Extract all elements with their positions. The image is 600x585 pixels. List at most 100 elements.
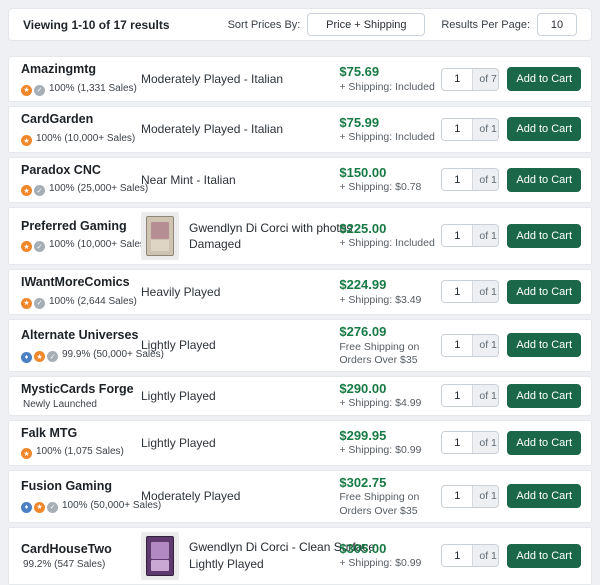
- seller-meta: Newly Launched: [21, 399, 141, 410]
- gold-star-badge-icon: ★: [21, 84, 32, 96]
- price-text: $305.00: [339, 540, 387, 556]
- seller-meta: 99.2% (547 Sales): [21, 559, 141, 570]
- condition-text: Lightly Played: [141, 435, 216, 450]
- seller-rating-text: 99.2% (547 Sales): [23, 559, 106, 571]
- quantity-control: of 1: [441, 280, 500, 304]
- condition-text: Moderately Played - Italian: [141, 72, 284, 87]
- price-block: $150.00 + Shipping: $0.78: [339, 165, 441, 195]
- seller-name-link[interactable]: Paradox CNC: [21, 162, 101, 177]
- seller-name-link[interactable]: CardGarden: [21, 112, 94, 127]
- seller-info: Amazingmtg ★ ✓ 100% (1,331 Sales): [21, 61, 141, 97]
- cart-button-cell: Add to Cart: [507, 279, 581, 304]
- seller-name-link[interactable]: CardHouseTwo: [21, 542, 112, 557]
- shipping-text: + Shipping: $0.99: [339, 444, 422, 457]
- card-thumbnail[interactable]: [141, 531, 179, 580]
- listing-row: IWantMoreComics ★ ✓ 100% (2,644 Sales) He…: [8, 268, 592, 315]
- add-to-cart-button[interactable]: Add to Cart: [507, 167, 581, 192]
- seller-name-link[interactable]: Alternate Universes: [21, 328, 139, 343]
- quantity-box: of 1: [441, 484, 500, 508]
- quantity-control: of 1: [441, 117, 500, 141]
- quantity-available-text: of 1: [472, 118, 499, 140]
- seller-rating-text: 100% (10,000+ Sales): [36, 133, 136, 144]
- seller-info: CardGarden ★ 100% (10,000+ Sales): [21, 111, 141, 147]
- gold-star-badge-icon: ★: [21, 297, 32, 309]
- add-to-cart-button[interactable]: Add to Cart: [507, 333, 581, 358]
- quantity-available-text: of 1: [472, 281, 499, 303]
- add-to-cart-button[interactable]: Add to Cart: [507, 279, 581, 304]
- seller-rating-text: 99.9% (50,000+ Sales): [62, 349, 165, 361]
- add-to-cart-button[interactable]: Add to Cart: [507, 67, 581, 92]
- seller-name-link[interactable]: Falk MTG: [21, 425, 78, 440]
- seller-rating-text: Newly Launched: [23, 399, 97, 411]
- quantity-available-text: of 7: [472, 68, 499, 90]
- listing-row: Alternate Universes ♦ ★ ✓ 99.9% (50,000+ S…: [8, 319, 592, 372]
- gold-star-badge-icon: ★: [21, 448, 32, 460]
- verified-badge-icon: ✓: [34, 241, 45, 253]
- listing-row: Fusion Gaming ♦ ★ ✓ 100% (50,000+ Sales) M…: [8, 469, 592, 523]
- seller-info: IWantMoreComics ★ ✓ 100% (2,644 Sales): [21, 274, 141, 310]
- seller-meta: ★ ✓ 100% (25,000+ Sales): [21, 180, 148, 198]
- card-thumbnail-art: [146, 215, 174, 256]
- gold-star-badge-icon: ★: [21, 185, 32, 197]
- price-text: $299.95: [339, 427, 387, 443]
- price-text: $75.69: [339, 64, 380, 80]
- price-text: $224.99: [339, 277, 387, 293]
- add-to-cart-button[interactable]: Add to Cart: [507, 223, 581, 248]
- listing-details: Lightly Played: [141, 435, 339, 451]
- seller-badges: ♦ ★ ✓: [21, 496, 60, 514]
- price-block: $276.09 Free Shipping on Orders Over $35: [339, 324, 441, 367]
- quantity-input[interactable]: [442, 225, 473, 247]
- quantity-input[interactable]: [442, 485, 473, 507]
- listing-details: Lightly Played: [141, 388, 339, 404]
- seller-name-link[interactable]: Preferred Gaming: [21, 218, 127, 233]
- price-block: $225.00 + Shipping: Included: [339, 221, 441, 251]
- results-header-bar: Viewing 1-10 of 17 results Sort Prices B…: [8, 8, 592, 41]
- add-to-cart-button[interactable]: Add to Cart: [507, 543, 581, 568]
- quantity-box: of 1: [441, 544, 500, 568]
- cart-button-cell: Add to Cart: [507, 543, 581, 568]
- listing-details: Lightly Played: [141, 337, 339, 353]
- add-to-cart-button[interactable]: Add to Cart: [507, 484, 581, 509]
- seller-info: Fusion Gaming ♦ ★ ✓ 100% (50,000+ Sales): [21, 478, 161, 514]
- seller-name-link[interactable]: Fusion Gaming: [21, 479, 112, 494]
- results-per-page-value: 10: [550, 18, 564, 31]
- shipping-text: + Shipping: Included: [339, 237, 435, 250]
- quantity-input[interactable]: [442, 545, 473, 567]
- sort-prices-dropdown[interactable]: Price + Shipping: [307, 13, 426, 36]
- results-per-page-dropdown[interactable]: 10: [537, 13, 577, 36]
- seller-info: Falk MTG ★ 100% (1,075 Sales): [21, 425, 141, 461]
- quantity-input[interactable]: [442, 385, 473, 407]
- quantity-input[interactable]: [442, 334, 473, 356]
- seller-name-link[interactable]: MysticCards Forge: [21, 382, 134, 397]
- shipping-text: + Shipping: $0.99: [339, 557, 422, 570]
- verified-badge-icon: ✓: [34, 84, 45, 96]
- seller-meta: ♦ ★ ✓ 100% (50,000+ Sales): [21, 496, 161, 514]
- add-to-cart-button[interactable]: Add to Cart: [507, 117, 581, 142]
- quantity-input[interactable]: [442, 281, 473, 303]
- condition-text: Lightly Played: [189, 556, 264, 571]
- gold-star-badge-icon: ★: [34, 351, 45, 363]
- quantity-available-text: of 1: [472, 334, 499, 356]
- results-per-page-label: Results Per Page:: [441, 18, 530, 31]
- seller-name-link[interactable]: Amazingmtg: [21, 62, 96, 76]
- condition-block: Heavily Played: [141, 284, 220, 300]
- quantity-box: of 7: [441, 67, 500, 91]
- card-thumbnail-art: [146, 535, 174, 576]
- quantity-input[interactable]: [442, 169, 473, 191]
- listing-row: Amazingmtg ★ ✓ 100% (1,331 Sales) Moderat…: [8, 56, 592, 103]
- seller-info: Alternate Universes ♦ ★ ✓ 99.9% (50,000+ S…: [21, 327, 164, 364]
- quantity-control: of 1: [441, 544, 500, 568]
- quantity-input[interactable]: [442, 432, 473, 454]
- seller-badges: ♦ ★ ✓: [21, 346, 60, 364]
- quantity-input[interactable]: [442, 68, 473, 90]
- condition-text: Lightly Played: [141, 338, 216, 353]
- sort-prices-label: Sort Prices By:: [227, 18, 301, 31]
- card-thumbnail[interactable]: [141, 211, 179, 260]
- quantity-box: of 1: [441, 280, 500, 304]
- results-count-text: Viewing 1-10 of 17 results: [23, 17, 170, 32]
- quantity-available-text: of 1: [472, 545, 499, 567]
- add-to-cart-button[interactable]: Add to Cart: [507, 430, 581, 455]
- add-to-cart-button[interactable]: Add to Cart: [507, 383, 581, 408]
- quantity-input[interactable]: [442, 118, 473, 140]
- seller-name-link[interactable]: IWantMoreComics: [21, 274, 130, 289]
